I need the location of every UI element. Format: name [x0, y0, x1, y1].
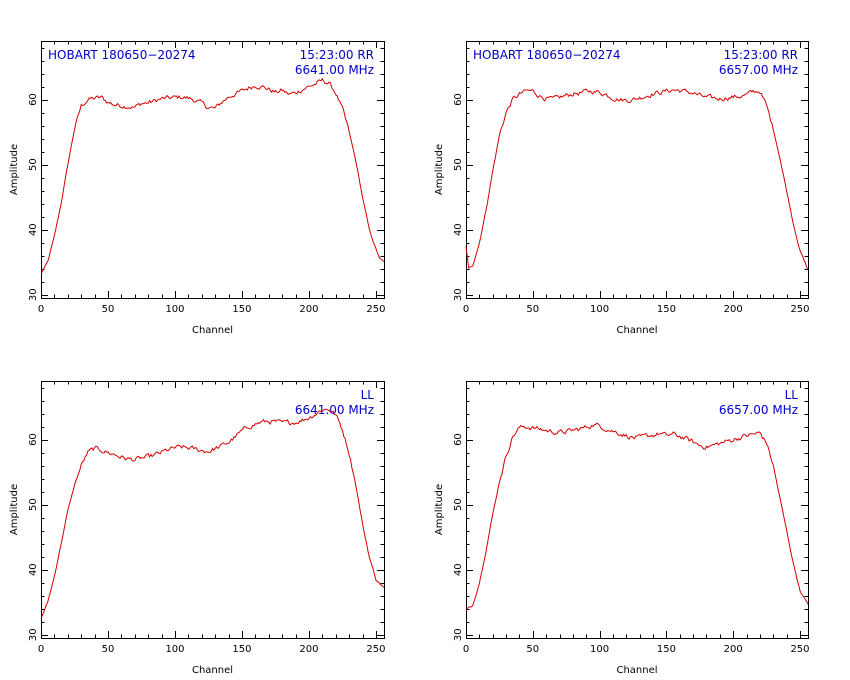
source-label: HOBART 180650−20274	[48, 48, 196, 62]
x-tick-label: 0	[463, 644, 469, 655]
x-tick-label: 50	[526, 644, 539, 655]
x-tick-label: 200	[724, 304, 743, 315]
amplitude-trace-1	[465, 88, 809, 270]
plot-frame	[466, 41, 809, 299]
spectrum-panel-3: 0 50 100 150 200 250 30 40 50 60 Channel Amplitude L…	[9, 381, 386, 676]
spectrum-panel-1: 0 50 100 150 200 250 30 40 50 60 Channel Amplitude H…	[9, 41, 386, 336]
x-tick-label: 50	[526, 304, 539, 315]
source-label: HOBART 180650−20274	[473, 48, 621, 62]
y-tick-label: 60	[453, 433, 464, 446]
frequency-label: 6657.00 MHz	[719, 63, 798, 77]
y-tick-label: 50	[28, 158, 39, 171]
x-tick-label: 250	[790, 304, 809, 315]
y-tick-label: 30	[28, 628, 39, 641]
x-tick-label: 250	[366, 304, 385, 315]
x-tick-label: 100	[590, 644, 609, 655]
x-tick-label: 0	[38, 304, 44, 315]
y-axis-label: Amplitude	[434, 144, 445, 195]
x-tick-label: 100	[165, 304, 184, 315]
x-tick-label: 150	[232, 644, 251, 655]
x-tick-label: 200	[299, 644, 318, 655]
frequency-label: 6641.00 MHz	[295, 63, 374, 77]
y-axis-label: Amplitude	[9, 484, 20, 535]
time-polarization-label: 15:23:00 RR	[300, 48, 374, 62]
y-axis-label: Amplitude	[434, 484, 445, 535]
x-tick-label: 100	[590, 304, 609, 315]
plot-frame	[466, 381, 809, 639]
y-tick-label: 30	[28, 288, 39, 301]
spectrum-panel-4: 0 50 100 150 200 250 30 40 50 60 Channel Amplitude L…	[434, 381, 810, 676]
x-tick-label: 250	[790, 644, 809, 655]
x-tick-label: 0	[38, 644, 44, 655]
x-tick-label: 50	[102, 304, 115, 315]
amplitude-trace-1	[465, 422, 809, 611]
time-polarization-label: 15:23:00 RR	[724, 48, 798, 62]
y-tick-label: 50	[453, 158, 464, 171]
x-tick-label: 200	[299, 304, 318, 315]
y-tick-label: 60	[28, 93, 39, 106]
y-tick-label: 40	[453, 223, 464, 236]
y-tick-label: 60	[453, 93, 464, 106]
y-tick-label: 50	[453, 498, 464, 511]
x-tick-label: 100	[165, 644, 184, 655]
y-tick-label: 30	[453, 288, 464, 301]
x-axis-label: Channel	[616, 665, 657, 676]
frequency-label: 6641.00 MHz	[295, 403, 374, 417]
y-tick-label: 40	[28, 223, 39, 236]
spectrum-panel-2: 0 50 100 150 200 250 30 40 50 60 Channel Amplitude H…	[434, 41, 810, 336]
y-tick-label: 40	[453, 563, 464, 576]
x-tick-label: 50	[102, 644, 115, 655]
amplitude-trace-1	[40, 408, 385, 619]
plot-frame	[41, 381, 385, 639]
y-tick-label: 50	[28, 498, 39, 511]
amplitude-trace-1	[40, 77, 385, 274]
x-axis-label: Channel	[616, 325, 657, 336]
y-tick-label: 60	[28, 433, 39, 446]
y-axis-label: Amplitude	[9, 144, 20, 195]
plot-frame	[41, 41, 385, 299]
x-tick-label: 150	[232, 304, 251, 315]
x-tick-label: 250	[366, 644, 385, 655]
y-tick-label: 30	[453, 628, 464, 641]
time-polarization-label: LL	[361, 388, 375, 402]
y-tick-label: 40	[28, 563, 39, 576]
x-axis-label: Channel	[192, 665, 233, 676]
x-tick-label: 150	[657, 304, 676, 315]
x-tick-label: 150	[657, 644, 676, 655]
x-tick-label: 0	[463, 304, 469, 315]
x-axis-label: Channel	[192, 325, 233, 336]
x-tick-label: 200	[724, 644, 743, 655]
time-polarization-label: LL	[785, 388, 799, 402]
frequency-label: 6657.00 MHz	[719, 403, 798, 417]
